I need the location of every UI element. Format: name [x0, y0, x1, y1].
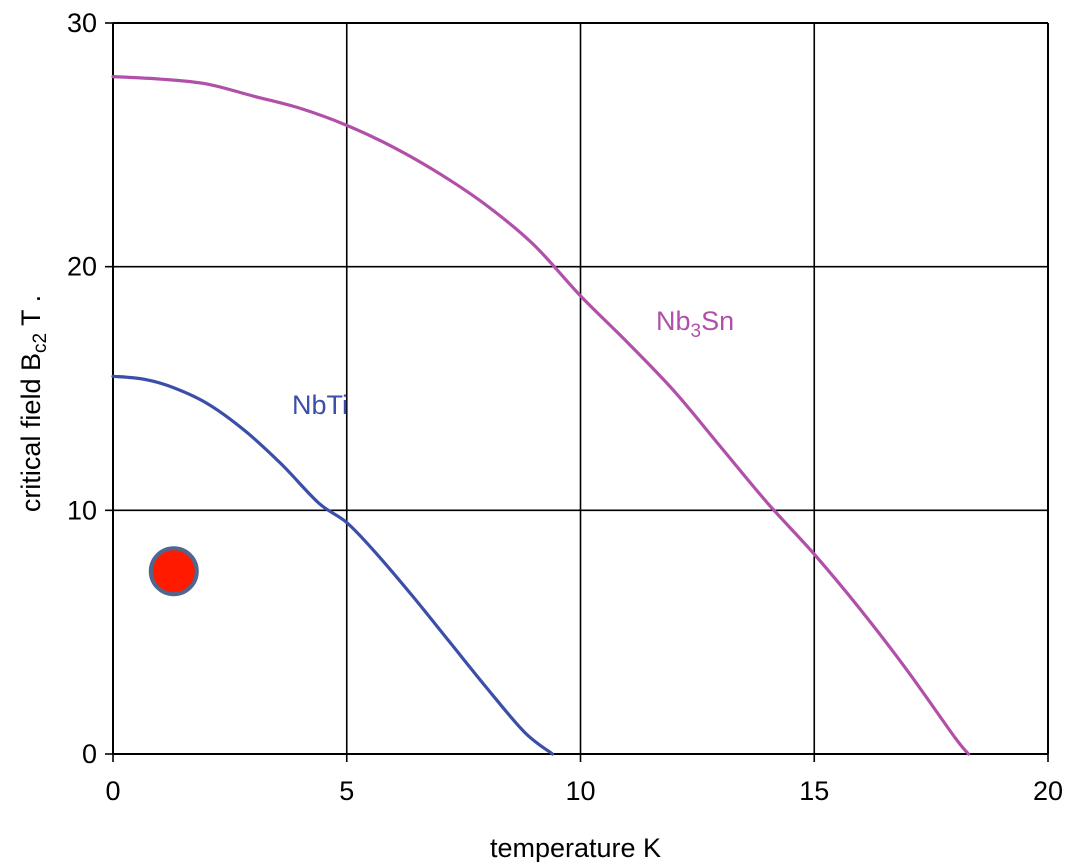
series-label-tail: Sn: [701, 306, 734, 336]
operating-point-marker: [148, 546, 199, 597]
series-line-nbti: [111, 374, 555, 756]
y-axis-label-main: critical field B: [16, 353, 46, 512]
series-line-nb3sn: [111, 75, 971, 756]
grid: [105, 22, 1049, 762]
x-tick-label: 20: [1033, 776, 1063, 806]
series-label-nb3sn: Nb3Sn: [656, 306, 734, 342]
series-lines: [111, 75, 971, 756]
x-tick-label: 10: [565, 776, 595, 806]
series-label-subscript: 3: [691, 321, 702, 342]
y-tick-label: 0: [82, 739, 97, 769]
series-label-main: Nb: [656, 306, 691, 336]
series-labels: NbTi Nb3Sn: [292, 306, 734, 420]
y-tick-label: 10: [67, 495, 97, 525]
y-axis-label-subscript: c2: [30, 333, 51, 353]
series-label-main: NbTi: [292, 390, 348, 420]
x-tick-label: 15: [799, 776, 829, 806]
y-tick-label: 30: [67, 8, 97, 38]
x-axis-label: temperature K: [490, 833, 661, 862]
series-label-nbti: NbTi: [292, 390, 348, 420]
y-axis-label: critical field Bc2 T .: [16, 295, 51, 512]
x-tick-label: 5: [339, 776, 354, 806]
y-axis-label-unit: T .: [16, 295, 46, 333]
x-tick-label: 0: [105, 776, 120, 806]
markers: [148, 546, 199, 597]
tick-labels: 0 5 10 15 20 0 10 20 30: [67, 8, 1063, 806]
y-tick-label: 20: [67, 252, 97, 282]
